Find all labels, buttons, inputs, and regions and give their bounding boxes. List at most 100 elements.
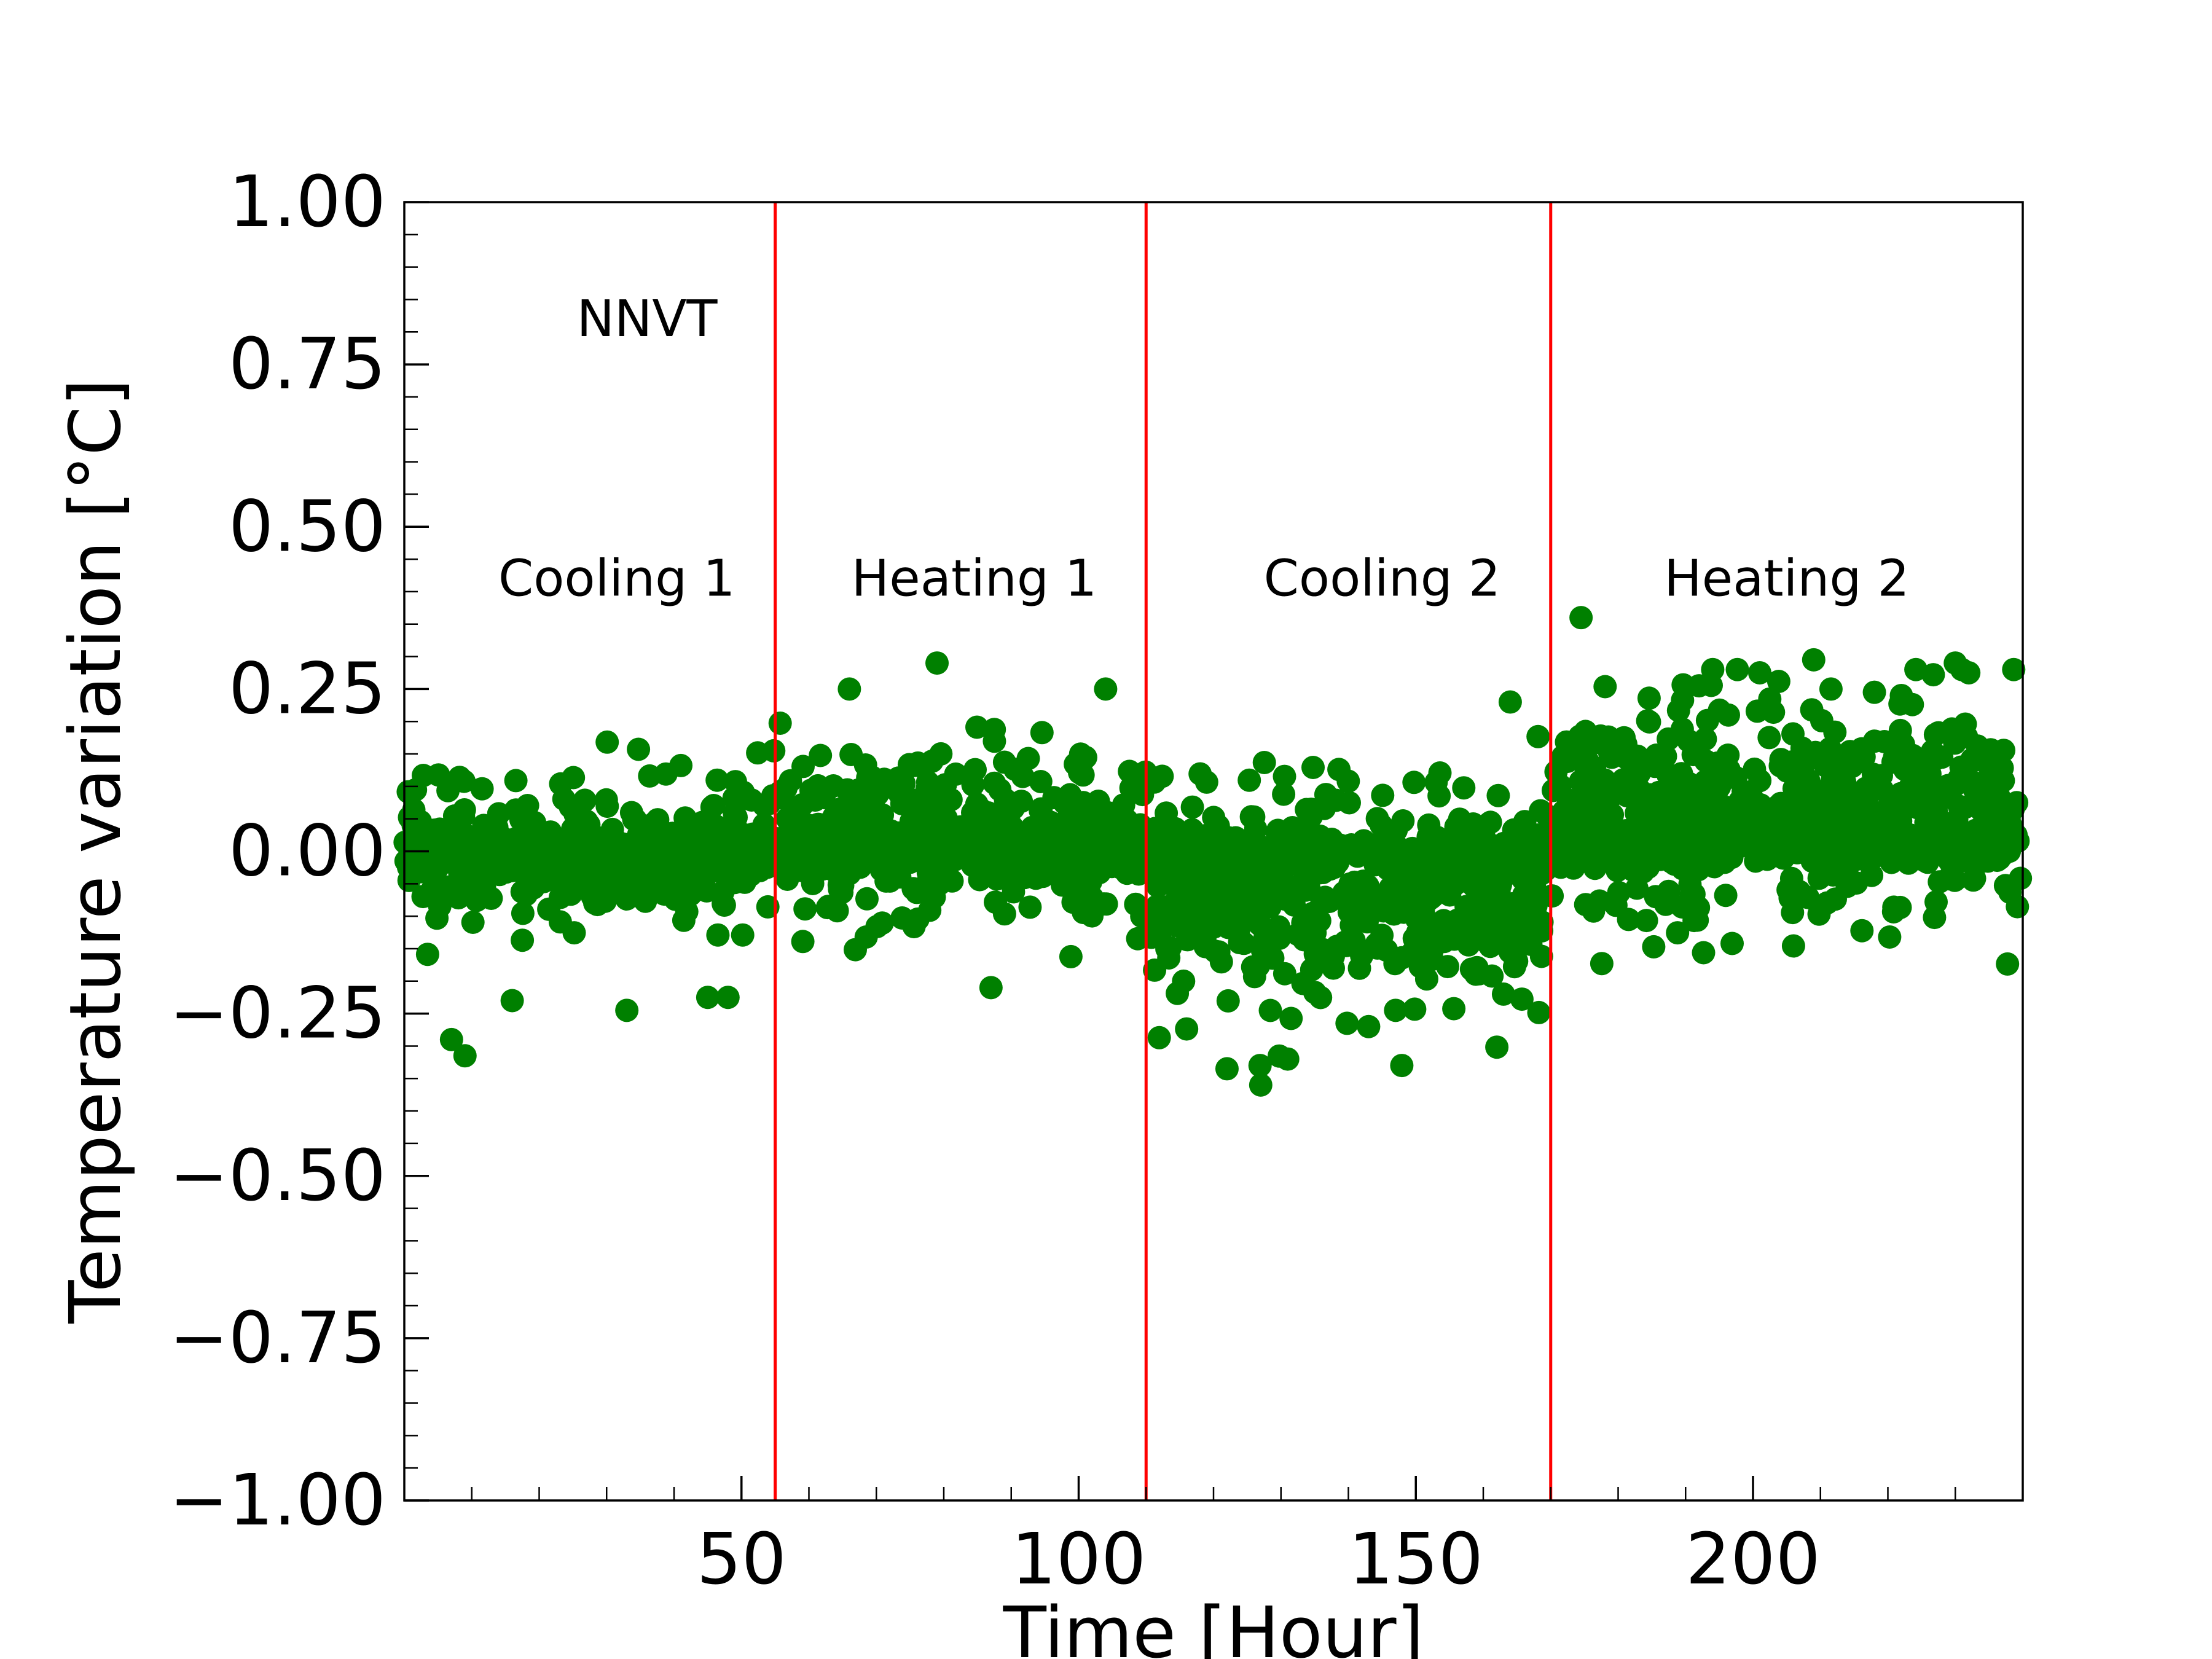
data-point bbox=[1954, 839, 1977, 863]
data-point bbox=[442, 804, 466, 828]
data-point bbox=[1301, 756, 1325, 779]
y-tick-label: 0.00 bbox=[229, 810, 386, 893]
data-point bbox=[1480, 964, 1504, 988]
data-point bbox=[894, 823, 917, 847]
data-point bbox=[1883, 745, 1907, 769]
data-point bbox=[1553, 834, 1577, 858]
data-point-outlier bbox=[1249, 1073, 1273, 1097]
data-point bbox=[706, 923, 730, 947]
data-point bbox=[1189, 825, 1213, 849]
data-point bbox=[1188, 912, 1212, 935]
data-point bbox=[1554, 745, 1578, 769]
data-point bbox=[1403, 997, 1427, 1021]
data-point bbox=[1781, 901, 1805, 925]
data-point bbox=[1963, 771, 1987, 795]
axis-ticks bbox=[404, 201, 1956, 1502]
data-point bbox=[1203, 939, 1227, 963]
data-point bbox=[1918, 762, 1942, 786]
data-point bbox=[733, 870, 756, 894]
data-point-outlier bbox=[1215, 1057, 1239, 1081]
data-point bbox=[1589, 831, 1612, 855]
data-point bbox=[1465, 874, 1489, 898]
data-point bbox=[680, 881, 704, 905]
data-point-outlier bbox=[716, 986, 740, 1010]
annotation-heating-1: Heating 1 bbox=[852, 550, 1097, 608]
data-point bbox=[1708, 850, 1732, 874]
data-point bbox=[853, 753, 877, 777]
data-point bbox=[1070, 804, 1094, 827]
data-point bbox=[1459, 957, 1483, 981]
data-point-outlier bbox=[1384, 998, 1408, 1022]
data-point bbox=[1644, 744, 1668, 768]
data-point bbox=[1615, 744, 1638, 768]
data-point bbox=[1720, 931, 1744, 955]
data-point bbox=[1888, 718, 1912, 742]
data-point bbox=[1088, 861, 1112, 885]
data-point bbox=[549, 772, 573, 796]
data-point bbox=[1996, 952, 2020, 976]
data-point bbox=[1800, 698, 1824, 722]
data-point bbox=[1137, 911, 1161, 935]
data-point bbox=[1799, 747, 1823, 771]
data-point bbox=[1900, 763, 1924, 787]
data-point bbox=[806, 774, 830, 798]
data-point-outlier bbox=[837, 677, 861, 701]
data-point bbox=[465, 856, 488, 880]
y-axis-label: Temperature variation [°C] bbox=[55, 378, 137, 1324]
data-point bbox=[565, 801, 589, 825]
data-point bbox=[669, 753, 693, 777]
data-point bbox=[1889, 809, 1913, 833]
data-point bbox=[1282, 893, 1306, 917]
data-point bbox=[1992, 739, 2015, 763]
data-point bbox=[1215, 904, 1239, 928]
data-point bbox=[470, 777, 494, 801]
data-point bbox=[1206, 878, 1230, 902]
data-point bbox=[1166, 981, 1190, 1005]
data-point bbox=[1371, 899, 1395, 923]
data-point bbox=[1442, 927, 1466, 951]
y-tick-label: 1.00 bbox=[229, 161, 386, 243]
data-point bbox=[1845, 871, 1869, 895]
data-point bbox=[661, 822, 684, 845]
data-point bbox=[1617, 908, 1641, 931]
data-point bbox=[1769, 748, 1793, 772]
data-point-outlier bbox=[1569, 606, 1593, 630]
data-point bbox=[968, 865, 992, 888]
data-point bbox=[1585, 790, 1609, 814]
y-tick-label: 0.25 bbox=[229, 648, 386, 730]
data-point bbox=[1260, 868, 1284, 892]
data-point bbox=[404, 778, 428, 802]
data-point bbox=[903, 753, 927, 777]
x-tick-labels: 50 100 150 200 bbox=[697, 1518, 1821, 1601]
data-point bbox=[1158, 936, 1182, 960]
data-point bbox=[791, 930, 815, 954]
data-point bbox=[1147, 846, 1171, 870]
data-point bbox=[1593, 675, 1617, 699]
data-point bbox=[1237, 768, 1261, 792]
data-point bbox=[559, 882, 582, 906]
data-point bbox=[1566, 813, 1590, 837]
data-point bbox=[1248, 1054, 1272, 1078]
data-point bbox=[1498, 940, 1522, 964]
data-point bbox=[855, 887, 879, 911]
data-point bbox=[1029, 770, 1053, 793]
data-point-outlier bbox=[979, 976, 1003, 1000]
data-point bbox=[461, 911, 485, 934]
data-point bbox=[1436, 955, 1459, 979]
data-point bbox=[536, 855, 560, 879]
data-point bbox=[1273, 962, 1296, 986]
data-point bbox=[1252, 751, 1276, 774]
data-point bbox=[1091, 801, 1115, 825]
data-point bbox=[1365, 807, 1389, 831]
data-point bbox=[1029, 855, 1053, 879]
data-point-outlier bbox=[1747, 661, 1771, 684]
data-point-outlier bbox=[1802, 648, 1826, 672]
data-point bbox=[1492, 831, 1516, 855]
annotations: NNVT Cooling 1 Heating 1 Cooling 2 Heating 2 bbox=[498, 290, 1910, 608]
data-point bbox=[1062, 863, 1085, 887]
data-point bbox=[1516, 903, 1540, 926]
data-point bbox=[619, 801, 643, 825]
data-point bbox=[1953, 795, 1977, 819]
data-point bbox=[791, 793, 815, 817]
phase-boundaries bbox=[774, 202, 1553, 1500]
